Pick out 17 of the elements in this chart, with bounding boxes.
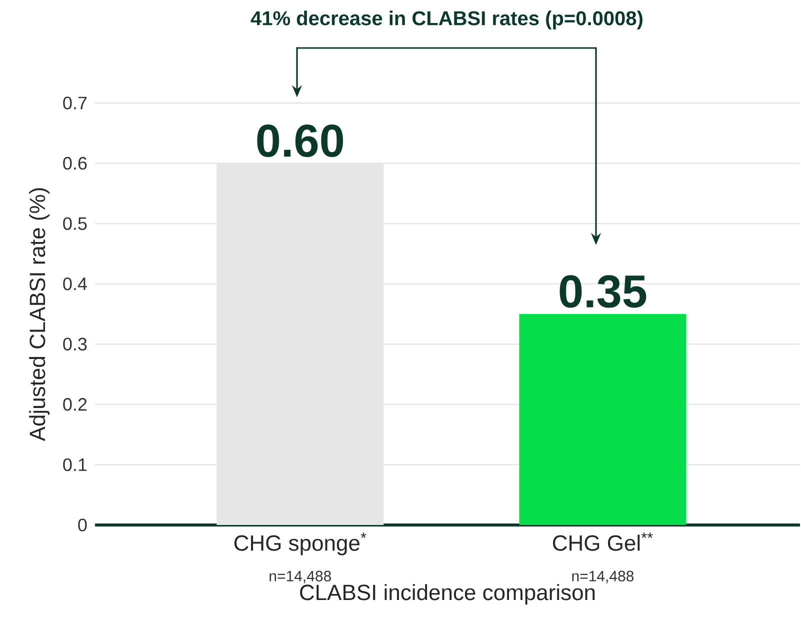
y-tick-label: 0.3 xyxy=(63,338,87,351)
x-tick-label: CHG Gel$^{**}$ xyxy=(552,532,653,551)
y-tick-label: 0.2 xyxy=(63,398,87,411)
chart-title: 41% decrease in CLABSI rates (p=0.0008) xyxy=(250,10,642,30)
x-tick-label: CHG sponge$^{*}$ xyxy=(234,532,366,556)
text: n=14,488 xyxy=(572,570,634,584)
y-tick-label: 0.7 xyxy=(63,96,87,110)
y-tick-label: 0.4 xyxy=(63,277,87,290)
x-axis-title: CLABSI incidence comparison xyxy=(300,584,595,605)
y-tick-label: 0.1 xyxy=(63,458,87,472)
y-axis-title: Adjusted CLABSI rate (%) xyxy=(29,188,50,442)
data-label: 0.60 xyxy=(257,124,344,158)
y-tick-label: 0.6 xyxy=(63,156,87,170)
y-tick-label: 0 xyxy=(78,518,87,532)
data-label: 0.35 xyxy=(560,275,646,308)
y-tick-label: 0.5 xyxy=(63,217,87,230)
text: n=14,488 xyxy=(270,570,331,584)
